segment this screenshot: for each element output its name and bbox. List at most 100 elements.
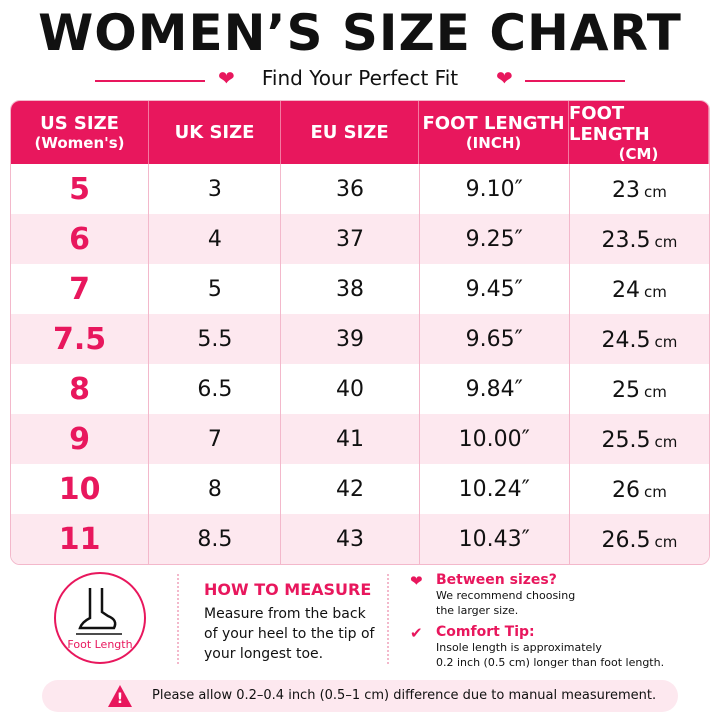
us-size: 10 [11, 464, 150, 514]
cell: 9.10″ [420, 164, 570, 214]
cm-value: 26.5 [601, 528, 651, 553]
tip-title: Comfort Tip: [436, 624, 535, 640]
unit: cm [643, 383, 667, 401]
cell: 5 [149, 264, 282, 314]
subtitle: Find Your Perfect Fit [261, 66, 459, 90]
us-size: 11 [11, 514, 150, 564]
header-text: (CM) [618, 144, 659, 163]
table-row: 7.5 5.5 39 9.65″ 24.5 cm [11, 314, 709, 364]
us-size: 5 [11, 164, 150, 214]
cell: 9.25″ [420, 214, 570, 264]
table-row: 11 8.5 43 10.43″ 26.5 cm [11, 514, 709, 564]
tip-icon: ❤ [410, 572, 423, 590]
cell: 39 [281, 314, 420, 364]
us-size: 9 [11, 414, 150, 464]
divider [387, 574, 389, 664]
unit: cm [643, 283, 667, 301]
header-text: (Women's) [34, 134, 125, 152]
cell: 24.5 cm [570, 314, 709, 364]
table-row: 5 3 36 9.10″ 23 cm [11, 164, 709, 214]
header-cell: EU SIZE [281, 101, 420, 164]
header-text: FOOT LENGTH [422, 113, 565, 134]
cm-value: 24 [611, 278, 640, 303]
cm-value: 23.5 [601, 228, 651, 253]
table-row: 7 5 38 9.45″ 24 cm [11, 264, 709, 314]
tip-line: the larger size. [436, 604, 519, 617]
measure-title: HOW TO MEASURE [204, 580, 372, 599]
tip-title: Between sizes? [436, 572, 557, 588]
cell: 10.24″ [420, 464, 570, 514]
cell: 8.5 [149, 514, 282, 564]
tip: ✔ Comfort Tip: Insole length is approximat… [410, 624, 710, 670]
us-size: 7 [11, 264, 150, 314]
cm-value: 25.5 [601, 428, 651, 453]
header-text: US SIZE [40, 113, 119, 134]
cell: 3 [149, 164, 282, 214]
unit: cm [654, 433, 678, 451]
header-cell: US SIZE (Women's) [11, 101, 150, 164]
table-row: 9 7 41 10.00″ 25.5 cm [11, 414, 709, 464]
rule [525, 80, 625, 82]
cm-value: 26 [611, 478, 640, 503]
us-size: 8 [11, 364, 150, 414]
size-table: US SIZE (Women's) UK SIZE EU SIZE FOOT LENGT… [10, 100, 710, 565]
cell: 43 [281, 514, 420, 564]
tip: ❤ Between sizes? We recommend choosing the … [410, 572, 710, 618]
note-bar: ! Please allow 0.2–0.4 inch (0.5–1 cm) d… [42, 680, 678, 712]
heart-icon: ❤ [496, 66, 513, 90]
cell: 6.5 [149, 364, 282, 414]
cell: 26.5 cm [570, 514, 709, 564]
tip-line: Insole length is approximately [436, 641, 602, 654]
header-text: (INCH) [465, 134, 522, 152]
cell: 26 cm [570, 464, 709, 514]
title: WOMEN’S SIZE CHART [38, 4, 682, 62]
cell: 38 [281, 264, 420, 314]
cell: 36 [281, 164, 420, 214]
measure-line: your longest toe. [204, 646, 324, 662]
header-cell: FOOT LENGTH (INCH) [419, 101, 569, 164]
unit: cm [654, 533, 678, 551]
header-cell: UK SIZE [149, 101, 282, 164]
measure-text: Measure from the back of your heel to the… [204, 604, 374, 664]
header-text: FOOT LENGTH [569, 102, 650, 145]
tip-icon: ✔ [410, 624, 423, 642]
cell: 5.5 [149, 314, 282, 364]
foot-icon: Foot Length [54, 572, 146, 664]
cm-value: 25 [611, 378, 640, 403]
cell: 10.00″ [420, 414, 570, 464]
cm-value: 23 [611, 178, 640, 203]
cell: 9.45″ [420, 264, 570, 314]
unit: cm [643, 483, 667, 501]
us-size: 6 [11, 214, 150, 264]
measure-line: Measure from the back [204, 606, 366, 622]
tip-line: 0.2 inch (0.5 cm) longer than foot lengt… [436, 656, 665, 669]
table-row: 8 6.5 40 9.84″ 25 cm [11, 364, 709, 414]
tip-line: We recommend choosing [436, 589, 576, 602]
cell: 25.5 cm [570, 414, 709, 464]
header-cell: FOOT LENGTH (CM) [569, 101, 709, 164]
rule [95, 80, 205, 82]
cell: 4 [149, 214, 282, 264]
cell: 41 [281, 414, 420, 464]
cell: 23 cm [570, 164, 709, 214]
cell: 37 [281, 214, 420, 264]
us-size: 7.5 [11, 314, 150, 364]
cell: 23.5 cm [570, 214, 709, 264]
cell: 9.65″ [420, 314, 570, 364]
heart-icon: ❤ [218, 66, 235, 90]
table-row: 6 4 37 9.25″ 23.5 cm [11, 214, 709, 264]
cell: 10.43″ [420, 514, 570, 564]
cell: 25 cm [570, 364, 709, 414]
measure-line: of your heel to the tip of [204, 626, 375, 642]
header-text: UK SIZE [174, 122, 255, 143]
note: Please allow 0.2–0.4 inch (0.5–1 cm) dif… [152, 688, 657, 703]
header-text: EU SIZE [310, 122, 389, 143]
unit: cm [654, 333, 678, 351]
cell: 40 [281, 364, 420, 414]
unit: cm [654, 233, 678, 251]
cell: 8 [149, 464, 282, 514]
cell: 24 cm [570, 264, 709, 314]
tips: ❤ Between sizes? We recommend choosing the … [410, 572, 710, 676]
cell: 42 [281, 464, 420, 514]
